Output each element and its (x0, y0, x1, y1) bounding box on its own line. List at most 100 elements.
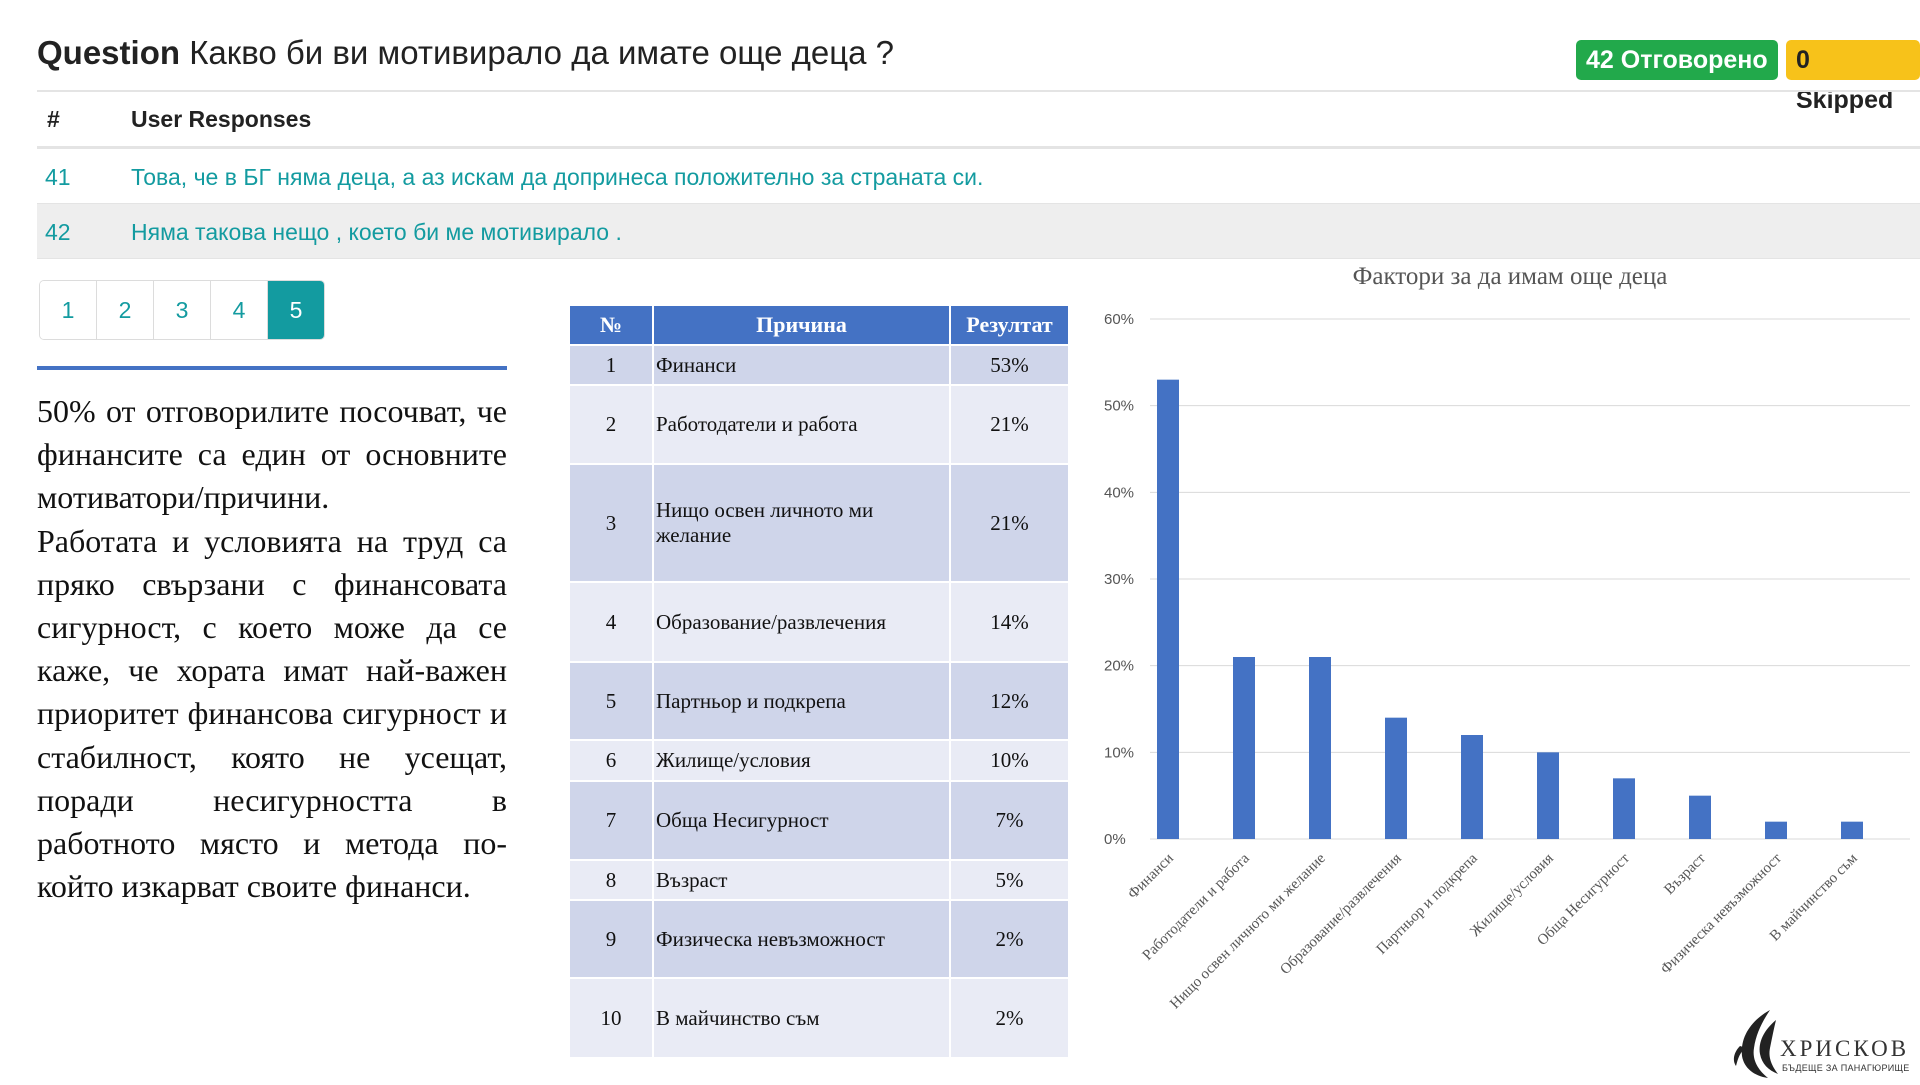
responses-table: # User Responses 41 Това, че в БГ няма д… (37, 90, 1920, 259)
row-result: 53% (949, 344, 1070, 386)
chart-bar (1537, 752, 1559, 839)
row-reason: Финанси (652, 344, 951, 386)
chart-bar (1689, 795, 1711, 839)
response-text: Няма такова нещо , което би ме мотивирал… (131, 219, 622, 245)
summary-paragraph-2: Работата и условията на труд са пряко св… (37, 522, 507, 905)
table-row: 2 Работодатели и работа 21% (568, 384, 1070, 465)
chart-bar (1765, 821, 1787, 839)
y-tick-label: 50% (1104, 398, 1134, 415)
chart-bar (1385, 717, 1407, 839)
row-reason: Физическа невъзможност (652, 899, 951, 979)
table-row: 5 Партньор и подкрепа 12% (568, 661, 1070, 741)
page-button-5-active[interactable]: 5 (268, 281, 324, 339)
chart-bar (1233, 657, 1255, 839)
response-row: 42 Няма такова нещо , което би ме мотиви… (37, 204, 1920, 259)
section-divider (37, 366, 507, 370)
table-row: 1 Финанси 53% (568, 344, 1070, 386)
summary-paragraph-1: 50% от отговорилите посочват, че финанси… (37, 393, 507, 516)
x-tick-label: Нищо освен личното ми желание (1167, 850, 1329, 1012)
summary-text: 50% от отговорилите посочват, че финанси… (37, 390, 507, 908)
reasons-table-header: № Причина Резултат (568, 304, 1070, 346)
x-tick-label: Жилище/условия (1467, 850, 1557, 940)
row-reason: Нищо освен личното ми желание (652, 463, 951, 583)
table-row: 7 Обща Несигурност 7% (568, 780, 1070, 861)
chart-bar (1841, 821, 1863, 839)
row-number: 5 (568, 661, 654, 741)
y-tick-label: 60% (1104, 311, 1134, 328)
y-tick-label: 10% (1104, 744, 1134, 761)
row-number: 10 (568, 977, 654, 1059)
pagination: 1 2 3 4 5 (39, 280, 325, 340)
eagle-logo-icon (1733, 1010, 1778, 1078)
row-number: 9 (568, 899, 654, 979)
row-reason: Обща Несигурност (652, 780, 951, 861)
response-number: 41 (45, 164, 71, 190)
logo: ХРИСКОВ БЪДЕЩЕ ЗА ПАНАГЮРИЩЕ (1726, 1006, 1920, 1080)
table-row: 3 Нищо освен личното ми желание 21% (568, 463, 1070, 583)
table-row: 8 Възраст 5% (568, 859, 1070, 901)
question-title: Question Какво би ви мотивирало да имате… (37, 34, 894, 72)
y-tick-label: 0% (1104, 831, 1126, 848)
row-reason: Жилище/условия (652, 739, 951, 782)
row-result: 2% (949, 899, 1070, 979)
table-row: 9 Физическа невъзможност 2% (568, 899, 1070, 979)
row-number: 4 (568, 581, 654, 663)
row-result: 14% (949, 581, 1070, 663)
table-row: 4 Образование/развлечения 14% (568, 581, 1070, 663)
row-result: 7% (949, 780, 1070, 861)
responses-table-header: # User Responses (37, 90, 1920, 149)
y-tick-label: 20% (1104, 658, 1134, 675)
row-number: 2 (568, 384, 654, 465)
reasons-table: № Причина Резултат 1 Финанси 53% 2 Работ… (568, 304, 1070, 1059)
row-reason: Образование/развлечения (652, 581, 951, 663)
row-number: 1 (568, 344, 654, 386)
header-reason: Причина (652, 304, 951, 346)
question-text: Какво би ви мотивирало да имате още деца… (189, 34, 895, 71)
page-button-2[interactable]: 2 (97, 281, 154, 339)
y-tick-label: 40% (1104, 484, 1134, 501)
x-tick-label: Физическа невъзможност (1658, 850, 1785, 977)
column-header-responses: User Responses (131, 106, 312, 132)
logo-name: ХРИСКОВ (1780, 1036, 1910, 1061)
row-reason: Партньор и подкрепа (652, 661, 951, 741)
response-text: Това, че в БГ няма деца, а аз искам да д… (131, 164, 984, 190)
row-reason: Работодатели и работа (652, 384, 951, 465)
response-row: 41 Това, че в БГ няма деца, а аз искам д… (37, 149, 1920, 204)
row-result: 21% (949, 463, 1070, 583)
question-label: Question (37, 34, 181, 71)
x-tick-label: Образование/развлечения (1277, 850, 1405, 978)
answered-count-badge: 42 Отговорено (1576, 40, 1778, 80)
x-tick-label: Възраст (1661, 850, 1709, 898)
page-button-1[interactable]: 1 (40, 281, 97, 339)
chart-bar (1613, 778, 1635, 839)
header-result: Резултат (949, 304, 1070, 346)
header-number: № (568, 304, 654, 346)
column-header-number: # (47, 106, 60, 132)
chart-bar (1309, 657, 1331, 839)
y-tick-label: 30% (1104, 571, 1134, 588)
row-number: 6 (568, 739, 654, 782)
row-result: 2% (949, 977, 1070, 1059)
row-reason: В майчинство съм (652, 977, 951, 1059)
chart-bar (1461, 735, 1483, 839)
table-row: 10 В майчинство съм 2% (568, 977, 1070, 1059)
page-button-3[interactable]: 3 (154, 281, 211, 339)
row-result: 21% (949, 384, 1070, 465)
chart-plot: 0%10%20%30%40%50%60%ФинансиРаботодатели … (1104, 311, 1910, 1012)
row-result: 5% (949, 859, 1070, 901)
chart-title: Фактори за да имам още деца (1352, 263, 1668, 290)
row-result: 10% (949, 739, 1070, 782)
logo-tagline: БЪДЕЩЕ ЗА ПАНАГЮРИЩЕ (1782, 1063, 1910, 1073)
x-tick-label: Финанси (1125, 851, 1177, 903)
bar-chart: Фактори за да имам още деца 0% 10% 20% 30% 4… (1090, 255, 1920, 1080)
chart-bar (1157, 379, 1179, 839)
row-reason: Възраст (652, 859, 951, 901)
response-number: 42 (45, 219, 71, 245)
row-number: 7 (568, 780, 654, 861)
row-number: 3 (568, 463, 654, 583)
page-button-4[interactable]: 4 (211, 281, 268, 339)
row-result: 12% (949, 661, 1070, 741)
row-number: 8 (568, 859, 654, 901)
skipped-count-badge: 0 Skipped (1786, 40, 1920, 114)
table-row: 6 Жилище/условия 10% (568, 739, 1070, 782)
